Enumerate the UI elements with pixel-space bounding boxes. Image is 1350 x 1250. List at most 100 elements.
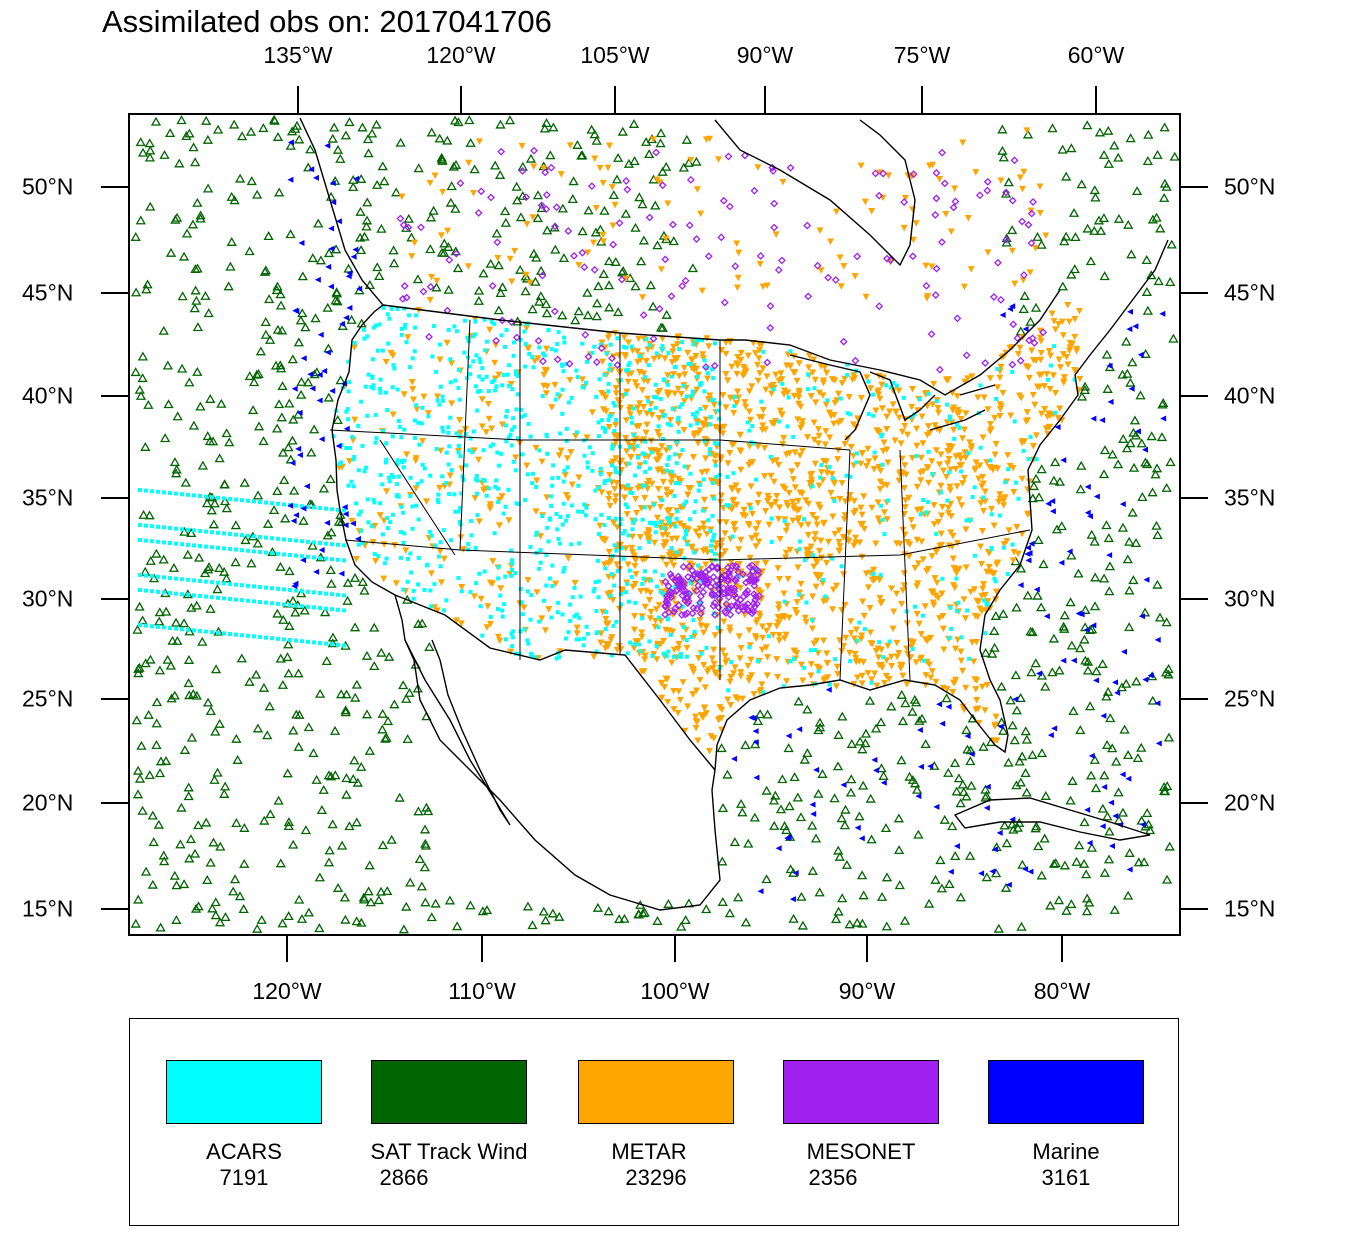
obs-marker-triangle-up <box>151 740 162 749</box>
obs-marker-triangle-up <box>807 820 818 830</box>
obs-marker-triangle-up <box>540 915 551 925</box>
obs-marker-triangle-up <box>258 682 270 692</box>
obs-marker-square <box>673 365 678 370</box>
obs-marker-triangle-down <box>638 387 646 394</box>
obs-marker-triangle-down <box>788 468 796 475</box>
obs-marker-square <box>802 665 807 670</box>
obs-marker-triangle-up <box>1142 305 1154 315</box>
obs-marker-triangle-down <box>662 539 670 547</box>
obs-marker-triangle-down <box>795 394 803 401</box>
obs-marker-triangle-down <box>896 540 904 548</box>
obs-marker-triangle-down <box>1010 489 1018 496</box>
obs-marker-triangle-up <box>448 161 459 171</box>
obs-marker-square <box>538 548 543 553</box>
legend-swatch <box>371 1060 527 1124</box>
obs-marker-triangle-up <box>258 436 269 446</box>
obs-marker-triangle-left <box>324 519 331 526</box>
obs-marker-triangle-down <box>898 600 906 608</box>
obs-marker-square <box>192 593 196 598</box>
obs-marker-diamond <box>736 595 745 604</box>
obs-marker-triangle-down <box>954 406 962 414</box>
obs-marker-triangle-down <box>889 625 897 633</box>
obs-marker-square <box>572 585 577 590</box>
obs-marker-triangle-down <box>444 227 452 235</box>
obs-marker-square <box>939 490 944 495</box>
obs-marker-triangle-down <box>598 489 606 496</box>
obs-marker-triangle-down <box>747 483 755 490</box>
obs-marker-triangle-down <box>748 672 756 679</box>
obs-marker-triangle-up <box>165 247 177 257</box>
obs-marker-triangle-down <box>843 536 851 543</box>
obs-marker-triangle-up <box>265 809 276 819</box>
obs-marker-triangle-up <box>412 683 423 693</box>
obs-marker-triangle-up <box>478 268 489 278</box>
obs-marker-square <box>466 541 471 546</box>
obs-marker-triangle-up <box>691 156 702 166</box>
obs-marker-triangle-up <box>306 447 317 457</box>
obs-marker-triangle-down <box>851 650 859 658</box>
obs-marker-square <box>362 469 367 474</box>
obs-marker-triangle-up <box>1020 726 1031 736</box>
obs-marker-triangle-down <box>759 283 767 291</box>
obs-marker-triangle-down <box>752 350 760 357</box>
obs-marker-triangle-down <box>900 224 908 232</box>
obs-marker-square <box>144 588 148 593</box>
obs-marker-triangle-down <box>735 561 743 568</box>
obs-marker-triangle-up <box>319 607 331 617</box>
obs-marker-triangle-down <box>1060 374 1068 381</box>
obs-marker-triangle-up <box>570 315 581 325</box>
obs-marker-triangle-down <box>1036 210 1044 217</box>
obs-marker-triangle-down <box>752 619 760 626</box>
obs-marker-triangle-up <box>658 230 670 240</box>
obs-marker-triangle-down <box>688 365 696 372</box>
obs-marker-triangle-down <box>825 409 833 417</box>
obs-marker-square <box>222 581 226 586</box>
obs-marker-triangle-up <box>527 304 538 314</box>
obs-marker-diamond <box>696 609 705 618</box>
obs-marker-square <box>488 444 493 449</box>
obs-marker-square <box>537 566 542 571</box>
right-lat-label: 25°N <box>1224 685 1276 712</box>
obs-marker-triangle-down <box>630 626 638 634</box>
obs-marker-triangle-up <box>1146 431 1157 441</box>
obs-marker-square <box>1034 457 1039 462</box>
obs-marker-triangle-up <box>797 920 809 930</box>
obs-marker-square <box>863 627 868 632</box>
obs-marker-triangle-down <box>926 429 934 437</box>
obs-marker-square <box>696 488 701 493</box>
obs-marker-triangle-down <box>898 428 906 436</box>
obs-marker-triangle-left <box>1100 712 1107 719</box>
mexico-border <box>394 594 716 771</box>
obs-marker-triangle-up <box>189 848 201 858</box>
obs-marker-square <box>383 561 388 566</box>
obs-marker-square <box>549 615 554 620</box>
obs-marker-square <box>750 423 755 428</box>
obs-marker-triangle-up <box>997 124 1008 134</box>
obs-marker-triangle-down <box>813 559 821 566</box>
obs-marker-square <box>649 578 654 583</box>
obs-marker-triangle-up <box>355 206 366 216</box>
obs-marker-triangle-down <box>605 423 613 431</box>
obs-marker-triangle-down <box>740 506 748 514</box>
obs-marker-square <box>575 375 580 380</box>
bottom-lon-label: 80°W <box>1033 978 1091 1004</box>
obs-marker-triangle-up <box>348 774 359 783</box>
obs-marker-triangle-up <box>1142 459 1153 469</box>
obs-marker-square <box>537 345 542 350</box>
obs-marker-triangle-up <box>628 119 640 128</box>
obs-marker-triangle-up <box>296 376 307 386</box>
obs-marker-triangle-down <box>909 206 917 213</box>
obs-marker-triangle-down <box>540 165 548 172</box>
obs-marker-triangle-up <box>413 806 424 816</box>
obs-marker-triangle-down <box>669 348 677 355</box>
obs-marker-triangle-down <box>611 432 619 439</box>
obs-marker-triangle-down <box>820 520 828 528</box>
obs-marker-square <box>246 583 250 588</box>
obs-marker-square <box>810 484 815 489</box>
obs-marker-triangle-down <box>448 400 456 407</box>
obs-marker-square <box>484 374 489 379</box>
obs-marker-triangle-down <box>812 515 820 523</box>
obs-marker-square <box>652 569 657 574</box>
obs-marker-triangle-down <box>524 577 532 584</box>
obs-marker-triangle-down <box>571 579 579 587</box>
